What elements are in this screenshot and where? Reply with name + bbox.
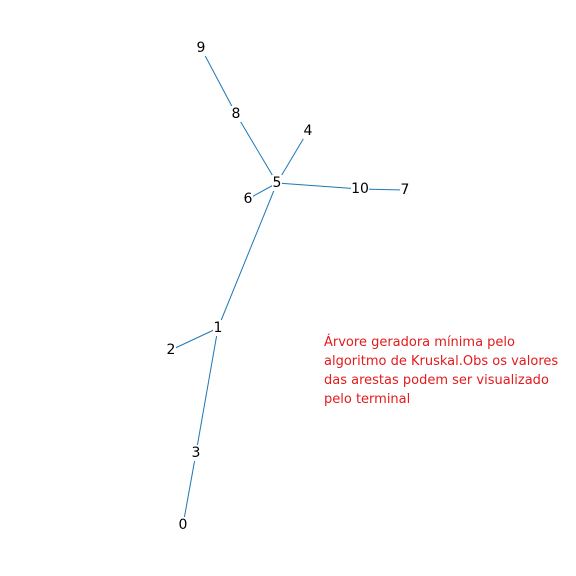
node-label-9: 9 xyxy=(197,40,206,56)
node-label-4: 4 xyxy=(304,123,313,139)
node-label-background xyxy=(243,191,253,207)
caption-line-4: pelo terminal xyxy=(324,392,411,407)
edge-5-4 xyxy=(276,130,309,184)
node-label-background xyxy=(191,445,201,461)
node-label-background xyxy=(213,320,223,336)
caption-line-2: algoritmo de Kruskal.Obs os valores xyxy=(324,354,559,369)
caption-text-block: Árvore geradora mínima pelo algoritmo de… xyxy=(324,333,564,409)
edge-8-9 xyxy=(200,47,237,115)
node-label-background xyxy=(166,342,176,358)
node-10: 10 xyxy=(351,181,369,197)
node-label-7: 7 xyxy=(401,182,410,198)
node-label-2: 2 xyxy=(167,342,176,358)
node-label-background xyxy=(178,517,188,533)
edge-0-3 xyxy=(182,452,197,526)
nodes-layer: 0 1 2 3 4 5 6 7 8 9 10 xyxy=(166,40,410,533)
node-label-10: 10 xyxy=(351,181,369,197)
node-label-6: 6 xyxy=(244,191,253,207)
node-label-0: 0 xyxy=(179,517,188,533)
edge-3-1 xyxy=(195,327,219,454)
node-label-background xyxy=(400,182,410,198)
node-label-background xyxy=(272,175,282,191)
edge-1-2 xyxy=(170,327,219,351)
node-label-background xyxy=(303,123,313,139)
node-8: 8 xyxy=(231,106,241,122)
node-label-background xyxy=(196,40,206,56)
edge-5-8 xyxy=(235,113,278,184)
node-label-background xyxy=(351,181,369,197)
edge-1-5 xyxy=(217,182,278,329)
node-3: 3 xyxy=(191,445,201,461)
node-label-1: 1 xyxy=(214,320,223,336)
node-2: 2 xyxy=(166,342,176,358)
node-5: 5 xyxy=(272,175,282,191)
caption-line-1: Árvore geradora mínima pelo xyxy=(324,335,515,350)
node-label-5: 5 xyxy=(273,175,282,191)
edge-5-10 xyxy=(276,182,361,190)
edges-layer xyxy=(170,47,406,526)
caption-line-3: das arestas podem ser visualizado xyxy=(324,373,549,388)
node-label-8: 8 xyxy=(232,106,241,122)
node-0: 0 xyxy=(178,517,188,533)
node-7: 7 xyxy=(400,182,410,198)
node-9: 9 xyxy=(196,40,206,56)
node-1: 1 xyxy=(213,320,223,336)
node-label-background xyxy=(231,106,241,122)
node-4: 4 xyxy=(303,123,313,139)
node-6: 6 xyxy=(243,191,253,207)
node-label-3: 3 xyxy=(192,445,201,461)
